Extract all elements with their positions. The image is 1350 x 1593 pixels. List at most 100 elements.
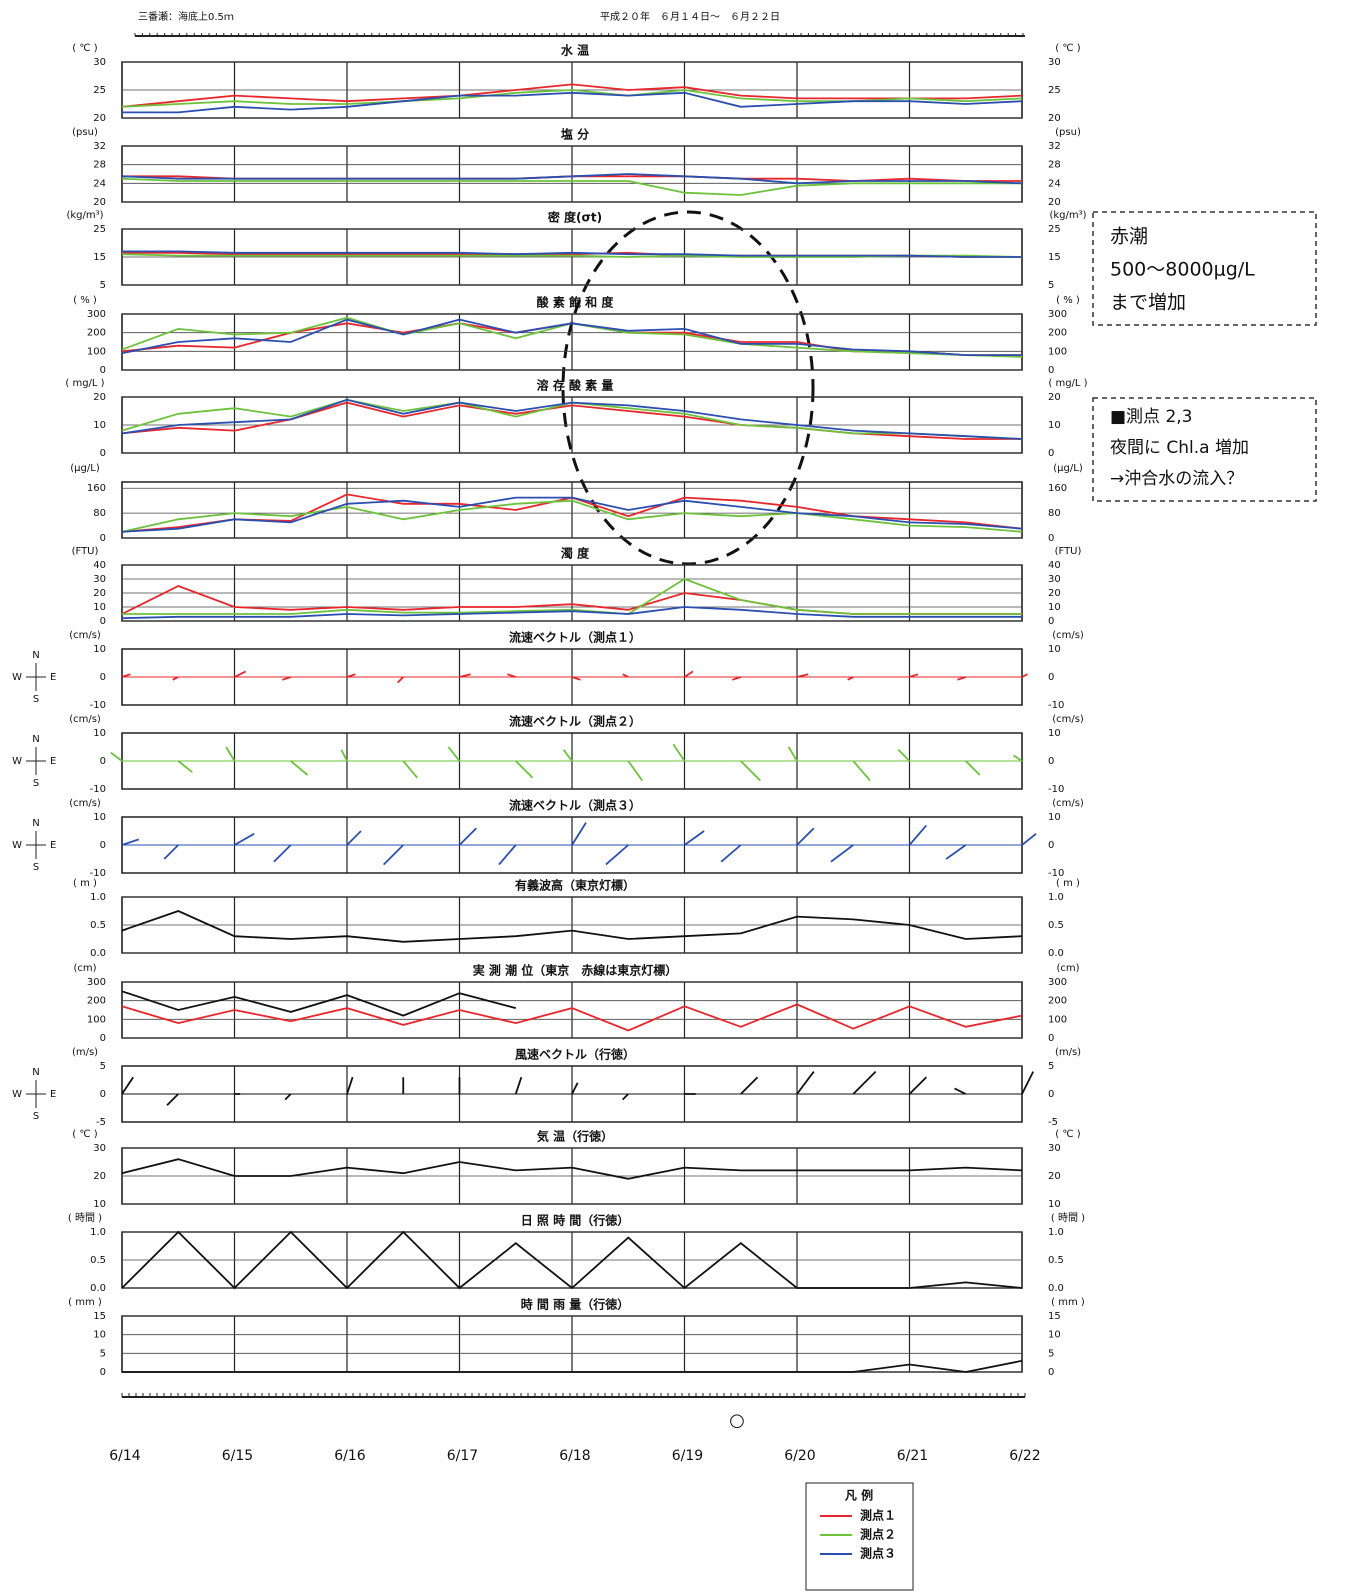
panel-title: 流速ベクトル（測点３） (509, 798, 641, 813)
panel-title: 時 間 雨 量（行徳） (521, 1297, 630, 1312)
unit-label: (m/s) (1055, 1047, 1081, 1058)
unit-label: ( % ) (1056, 295, 1080, 306)
unit-label: (kg/m³) (66, 210, 103, 221)
unit-label: ( ℃ ) (1055, 1129, 1080, 1140)
y2-tick-label: 0 (1048, 840, 1054, 851)
unit-label: ( mm ) (1051, 1297, 1085, 1308)
unit-label: (cm) (73, 963, 96, 974)
y-tick-label: 10 (93, 644, 106, 655)
legend-label: 測点２ (860, 1527, 896, 1542)
vector-arrow (284, 1093, 292, 1101)
series-line (121, 401, 1022, 440)
y-tick-label: 0 (100, 1033, 106, 1044)
y-tick-label: 15 (93, 1311, 106, 1322)
y-tick-label: 20 (93, 197, 106, 208)
unit-label: ( ℃ ) (1055, 43, 1080, 54)
compass-label: W (12, 840, 22, 851)
y-tick-label: 40 (93, 560, 106, 571)
unit-label: ( mg/L ) (65, 378, 104, 389)
note-box (1092, 397, 1317, 502)
compass-label: S (33, 862, 39, 873)
compass-label: W (12, 756, 22, 767)
y-tick-label: 0.5 (90, 1255, 106, 1266)
vector-arrow (562, 749, 573, 762)
y2-tick-label: 10 (1048, 602, 1061, 613)
note-line: →沖合水の流入？ (1110, 469, 1243, 489)
series-line (121, 318, 1022, 356)
y2-tick-label: 0 (1048, 448, 1054, 459)
vector-arrow (346, 673, 356, 678)
vector-arrow (290, 760, 309, 776)
y-tick-label: 0 (100, 616, 106, 627)
y-tick-label: 200 (87, 996, 106, 1007)
vector-arrow (622, 673, 629, 678)
x-tick-label: 6/14 (109, 1448, 141, 1464)
unit-label: ( 時間 ) (1051, 1212, 1085, 1224)
panel-title: 流速ベクトル（測点２） (509, 714, 641, 729)
vector-arrow (225, 746, 236, 762)
y2-tick-label: -10 (1048, 784, 1064, 795)
y-tick-label: 5 (100, 1348, 106, 1359)
y2-tick-label: 0.0 (1048, 1283, 1064, 1294)
y-tick-label: 0 (100, 448, 106, 459)
y2-tick-label: 200 (1048, 996, 1067, 1007)
vector-arrow (1021, 1071, 1035, 1095)
vector-arrow (458, 827, 477, 846)
vector-arrow (605, 844, 629, 866)
y2-tick-label: 24 (1048, 178, 1061, 189)
compass-label: E (50, 840, 56, 851)
y-tick-label: 5 (100, 1061, 106, 1072)
series-line (122, 91, 1023, 114)
vector-arrow (515, 760, 534, 779)
y-tick-label: 24 (93, 178, 106, 189)
y-tick-label: 0.0 (90, 1283, 106, 1294)
y2-tick-label: 40 (1048, 560, 1061, 571)
unit-label: (psu) (72, 127, 98, 138)
vector-arrow (740, 1076, 759, 1095)
y2-tick-label: 20 (1048, 588, 1061, 599)
series-line (122, 578, 1022, 615)
vector-arrow (571, 1082, 579, 1095)
vector-arrow (346, 830, 362, 846)
y2-tick-label: 10 (1048, 420, 1061, 431)
panel-title: 塩 分 (561, 127, 589, 142)
y2-tick-label: 20 (1048, 113, 1061, 124)
y2-tick-label: 10 (1048, 1199, 1061, 1210)
y-tick-label: 30 (93, 1143, 106, 1154)
vector-arrow (965, 760, 981, 776)
panel-title: 実 測 潮 位（東京 赤線は東京灯標） (473, 963, 678, 978)
compass-label: S (33, 1111, 39, 1122)
vector-arrow (909, 673, 919, 678)
series-line (121, 1158, 1023, 1180)
note-line: 夜間に Chl.a 増加 (1110, 438, 1249, 458)
y-tick-label: 0.0 (90, 948, 106, 959)
y2-tick-label: 300 (1048, 309, 1067, 320)
vector-arrow (121, 1076, 134, 1095)
compass-label: E (50, 756, 56, 767)
vector-arrow (672, 743, 686, 762)
vector-arrow (459, 673, 471, 678)
x-tick-label: 6/20 (784, 1448, 815, 1464)
vector-arrow (1021, 833, 1037, 846)
y2-tick-label: 0 (1048, 1367, 1054, 1378)
unit-label: (psu) (1055, 127, 1081, 138)
vector-arrow (402, 760, 418, 779)
x-tick-label: 6/22 (1009, 1448, 1040, 1464)
compass-label: N (32, 1067, 39, 1078)
vector-arrow (166, 1093, 179, 1106)
x-tick-label: 6/21 (897, 1448, 928, 1464)
panel-title: 密 度(σt) (548, 210, 602, 225)
note-box (1092, 211, 1317, 326)
y-tick-label: 10 (93, 1330, 106, 1341)
vector-arrow (1021, 673, 1029, 678)
compass-label: N (32, 734, 39, 745)
y-tick-label: 32 (93, 141, 106, 152)
vector-arrow (732, 676, 742, 681)
y2-tick-label: 20 (1048, 392, 1061, 403)
y-tick-label: 1.0 (90, 1227, 106, 1238)
y-tick-label: 20 (93, 1171, 106, 1182)
y2-tick-label: -10 (1048, 700, 1064, 711)
vector-arrow (346, 1076, 354, 1095)
vector-arrow (787, 746, 798, 762)
